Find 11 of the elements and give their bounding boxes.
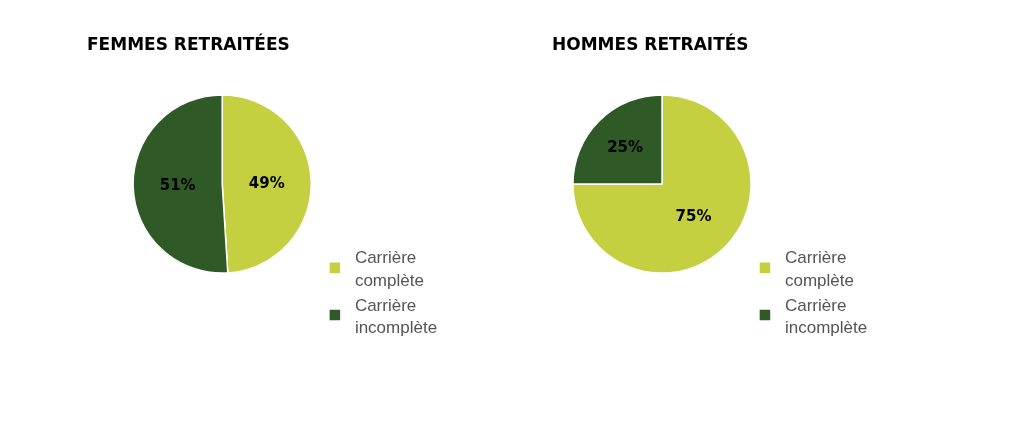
legend-label: Carrière complète [784, 248, 854, 290]
legend-label: Carrière incomplète [354, 295, 438, 337]
data-label: 75% [675, 206, 712, 225]
data-label: 51% [159, 176, 196, 195]
pie-slice [572, 94, 752, 274]
data-label: 49% [248, 173, 285, 192]
chart-title: HOMMES RETRAITÉS [552, 33, 749, 54]
legend-label: Carrière incomplète [784, 295, 868, 337]
data-label: 25% [607, 138, 644, 157]
legend-label: Carrière complète [354, 248, 424, 290]
chart-title: FEMMES RETRAITÉES [87, 33, 290, 54]
